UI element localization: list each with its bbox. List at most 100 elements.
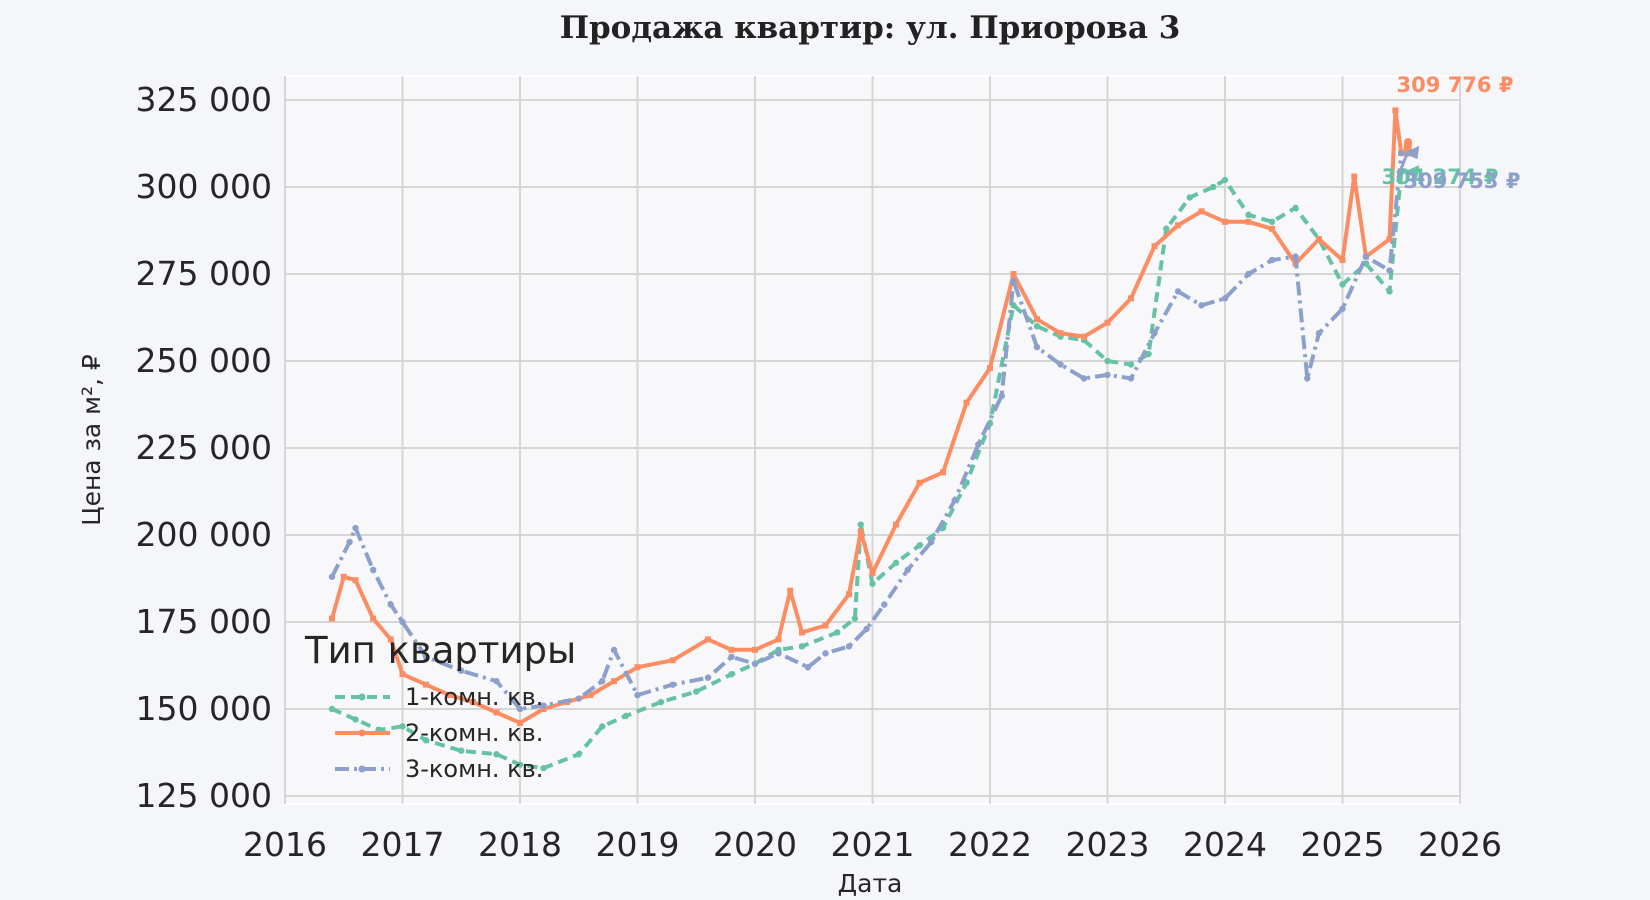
series-point xyxy=(1392,107,1399,114)
annotation-label: 309 753 ₽ xyxy=(1404,169,1521,193)
series-point xyxy=(1104,319,1111,326)
series-point xyxy=(851,615,859,622)
series-point xyxy=(1222,218,1228,225)
series-point xyxy=(369,566,377,573)
series-point xyxy=(669,681,676,688)
series-point xyxy=(798,643,806,650)
series-point xyxy=(540,702,547,709)
series-point xyxy=(422,653,430,660)
series-point xyxy=(1269,225,1275,232)
series-point xyxy=(881,601,888,608)
series-point xyxy=(1386,288,1393,295)
series-point xyxy=(328,705,336,713)
x-tick-label: 2020 xyxy=(713,825,797,864)
series-point xyxy=(1175,222,1181,229)
annotation-arrow xyxy=(1396,151,1409,179)
annotation-label: 309 776 ₽ xyxy=(1397,73,1514,97)
series-point xyxy=(458,747,465,754)
grid xyxy=(284,76,1461,804)
series-point xyxy=(387,601,394,608)
y-tick-label: 325 000 xyxy=(136,80,272,119)
series-point xyxy=(1386,267,1393,274)
series-point xyxy=(516,705,524,713)
series-point xyxy=(1080,375,1088,382)
y-tick-label: 275 000 xyxy=(136,254,272,293)
series-point xyxy=(352,716,359,723)
series-point xyxy=(705,636,711,643)
legend-label: 1-комн. кв. xyxy=(405,683,543,711)
series-2 xyxy=(329,107,1405,726)
series-point xyxy=(610,646,618,654)
annotations: 309 776 ₽304 274 ₽309 753 ₽ xyxy=(1382,73,1521,193)
series-point xyxy=(1033,323,1041,330)
series-point xyxy=(1292,204,1299,212)
series-point xyxy=(975,441,982,448)
series-point xyxy=(693,688,700,695)
series-point xyxy=(622,712,629,720)
series-point xyxy=(928,538,935,546)
series-point xyxy=(1081,333,1087,340)
series-point xyxy=(916,479,923,486)
series-point xyxy=(845,643,853,650)
series-point xyxy=(775,650,782,657)
series-point xyxy=(1316,236,1322,243)
series-point xyxy=(1221,176,1229,184)
series-point xyxy=(1034,316,1040,323)
annotation-arrowhead xyxy=(1403,146,1420,160)
series-point xyxy=(775,636,782,643)
series-point xyxy=(1221,295,1229,302)
series-point xyxy=(1268,218,1276,225)
series-point xyxy=(1304,375,1311,382)
x-tick-labels: 2016 2017 2018 2019 2020 2021 2022 2023 2024 2025… xyxy=(243,825,1502,864)
y-tick-label: 200 000 xyxy=(136,515,272,554)
series-point xyxy=(728,653,735,660)
series-point xyxy=(329,615,335,622)
x-tick-label: 2026 xyxy=(1418,825,1502,864)
series-point xyxy=(1245,218,1252,225)
series-point xyxy=(998,392,1005,399)
x-tick-label: 2021 xyxy=(831,825,915,864)
y-tick-label: 300 000 xyxy=(136,167,272,206)
x-tick-label: 2025 xyxy=(1301,825,1385,864)
series-point xyxy=(470,699,476,706)
x-axis-label: Дата xyxy=(838,869,903,898)
series-point xyxy=(846,591,852,598)
series-point xyxy=(951,497,958,504)
series-point xyxy=(1151,329,1158,337)
series-point xyxy=(1268,256,1276,264)
series-point xyxy=(458,667,465,674)
series-point xyxy=(1104,371,1111,379)
series-point xyxy=(1351,173,1358,180)
y-tick-label: 150 000 xyxy=(136,689,272,728)
series-point xyxy=(1245,211,1252,219)
series-point xyxy=(704,674,712,681)
legend-marker xyxy=(358,693,366,701)
series-point xyxy=(1174,288,1182,295)
series-point xyxy=(587,692,594,699)
series-point xyxy=(1339,257,1346,264)
x-tick-label: 2024 xyxy=(1183,825,1267,864)
series-point xyxy=(869,570,876,577)
series-point xyxy=(1127,361,1135,368)
series-point xyxy=(328,573,336,580)
x-tick-label: 2016 xyxy=(243,825,327,864)
series-point xyxy=(940,469,946,476)
series-point xyxy=(493,677,500,685)
series-point xyxy=(1010,277,1017,285)
annotation-arrow xyxy=(1403,138,1412,157)
series-point xyxy=(575,695,582,702)
series-point xyxy=(857,528,864,535)
annotation-arrowhead xyxy=(1403,165,1420,179)
series-point xyxy=(493,751,500,758)
series-point xyxy=(893,521,899,528)
series-point xyxy=(1057,330,1064,337)
legend: Тип квартиры 1-комн. кв. 2-комн. кв. 3-ком… xyxy=(304,629,576,783)
series-point xyxy=(1163,225,1170,232)
series-point xyxy=(804,664,812,671)
series-point xyxy=(892,559,900,567)
series-point xyxy=(669,657,676,664)
legend-marker xyxy=(358,765,366,773)
series-point xyxy=(370,615,377,622)
y-tick-label: 250 000 xyxy=(136,341,272,380)
